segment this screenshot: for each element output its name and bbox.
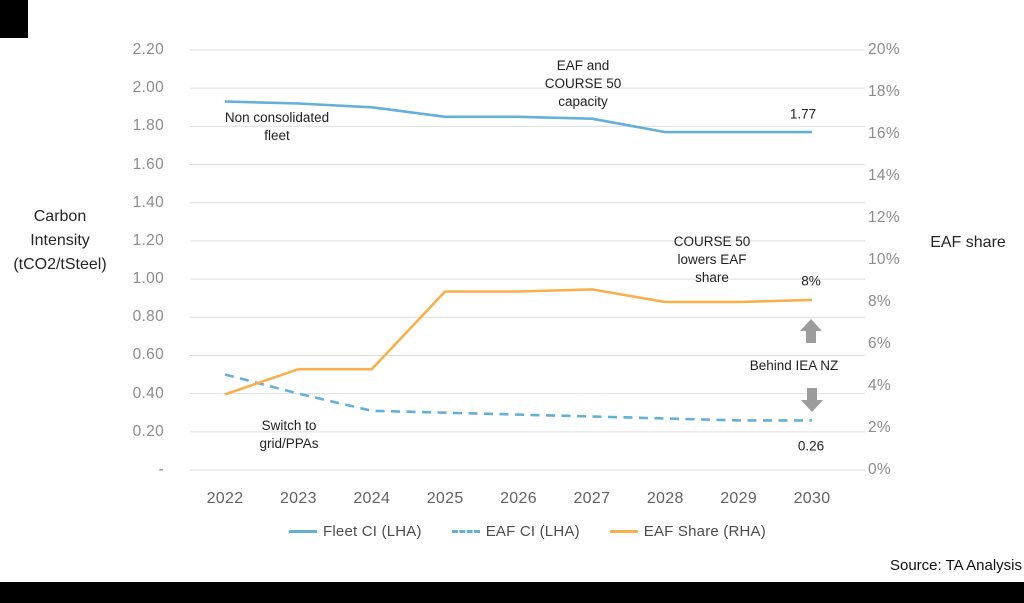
bottom-black-bar xyxy=(0,582,1024,603)
x-axis-label-2029: 2029 xyxy=(720,490,758,507)
annotation-course50-lowers-eaf-share: COURSE 50 lowers EAF share xyxy=(674,233,751,287)
right-axis-tick: 2% xyxy=(868,419,892,436)
left-axis-tick: 1.80 xyxy=(132,117,164,135)
x-axis-label-2023: 2023 xyxy=(279,490,317,507)
x-axis-label-2025: 2025 xyxy=(426,490,464,507)
right-axis-tick: 6% xyxy=(868,335,892,352)
x-axis-label-2022: 2022 xyxy=(206,490,244,507)
left-axis-title-line: Carbon xyxy=(33,208,87,225)
x-axis-label-2024: 2024 xyxy=(353,490,391,507)
legend-item-eaf-ci-lha: EAF CI (LHA) xyxy=(451,522,580,540)
legend-item-eaf-share-rha: EAF Share (RHA) xyxy=(609,522,766,540)
right-axis-tick: 20% xyxy=(868,41,900,58)
left-axis-tick: 0.80 xyxy=(132,308,164,326)
series-line-fleet-ci-lha xyxy=(224,100,812,134)
annotation-line: Switch to xyxy=(261,418,317,433)
top-left-black-patch xyxy=(0,0,28,38)
annotation-line: fleet xyxy=(264,128,290,143)
right-axis-tick: 14% xyxy=(868,167,900,184)
series-line-eaf-ci-lha xyxy=(224,373,812,422)
annotation-line: Behind IEA NZ xyxy=(749,358,839,373)
legend-swatch-eaf-share-rha xyxy=(609,529,638,533)
right-axis-tick: 18% xyxy=(868,83,900,100)
left-axis-tick: 2.20 xyxy=(132,41,164,58)
right-axis-tick: 0% xyxy=(868,461,892,478)
left-axis-tick: 1.00 xyxy=(132,270,164,288)
left-axis-title-line: (tCO2/tSteel) xyxy=(13,256,107,273)
annotation-line: grid/PPAs xyxy=(259,436,319,451)
eaf-ci-end-label: 0.26 xyxy=(797,438,825,454)
annotation-non-consolidated-fleet: Non consolidated fleet xyxy=(225,109,329,145)
right-axis-tick: 16% xyxy=(868,125,900,142)
legend-label: Fleet CI (LHA) xyxy=(323,522,422,540)
annotation-line: COURSE 50 xyxy=(673,234,751,249)
left-axis-tick: 1.60 xyxy=(132,155,164,173)
legend-item-fleet-ci-lha: Fleet CI (LHA) xyxy=(289,523,422,540)
fleet-ci-end-label: 1.77 xyxy=(789,106,817,122)
source-note: Source: TA Analysis xyxy=(889,557,1022,574)
x-axis-label-2026: 2026 xyxy=(500,490,537,507)
legend-swatch-fleet-ci-lha xyxy=(289,529,318,533)
left-axis-tick: 1.40 xyxy=(132,193,164,211)
arrow-down-icon xyxy=(801,388,823,412)
eaf-share-end-label: 8% xyxy=(801,273,821,289)
chart-legend: Fleet CI (LHA) EAF CI (LHA) EAF Share (RHA… xyxy=(190,521,865,541)
left-axis-tick: 2.00 xyxy=(132,79,164,97)
annotation-switch-to-grid-ppas: Switch to grid/PPAs xyxy=(259,417,318,453)
x-axis-label-2027: 2027 xyxy=(573,490,611,507)
annotation-line: capacity xyxy=(558,94,608,109)
left-axis-title-line: Intensity xyxy=(30,232,90,249)
left-axis-tick: - xyxy=(158,461,164,478)
left-axis-tick: 0.40 xyxy=(132,384,164,402)
arrow-up-icon xyxy=(800,319,822,343)
left-axis-tick: 1.20 xyxy=(132,231,164,249)
left-axis-tick: 0.20 xyxy=(132,422,164,440)
right-axis-tick: 12% xyxy=(868,209,900,226)
right-axis-tick: 10% xyxy=(868,251,900,268)
left-axis-tick: 0.60 xyxy=(132,346,164,364)
x-axis-label-2030: 2030 xyxy=(793,490,831,507)
left-axis-title: Carbon Intensity (tCO2/tSteel) xyxy=(0,205,120,277)
right-axis-tick: 4% xyxy=(868,377,892,394)
annotation-behind-iea-nz: Behind IEA NZ xyxy=(750,357,839,375)
legend-label: EAF Share (RHA) xyxy=(643,522,766,540)
legend-swatch-eaf-ci-lha xyxy=(451,529,480,533)
right-axis-tick: 8% xyxy=(868,293,892,310)
right-axis-title: EAF share xyxy=(930,234,1006,251)
annotation-line: Non consolidated xyxy=(224,110,330,125)
series-line-eaf-share-rha xyxy=(224,288,813,396)
annotation-line: EAF and xyxy=(556,58,610,73)
legend-label: EAF CI (LHA) xyxy=(485,522,580,540)
annotation-line: lowers EAF xyxy=(677,252,747,267)
annotation-line: share xyxy=(695,270,729,285)
annotation-eaf-course50-capacity: EAF and COURSE 50 capacity xyxy=(545,57,622,111)
x-axis-label-2028: 2028 xyxy=(646,490,684,507)
annotation-line: COURSE 50 xyxy=(544,76,622,91)
